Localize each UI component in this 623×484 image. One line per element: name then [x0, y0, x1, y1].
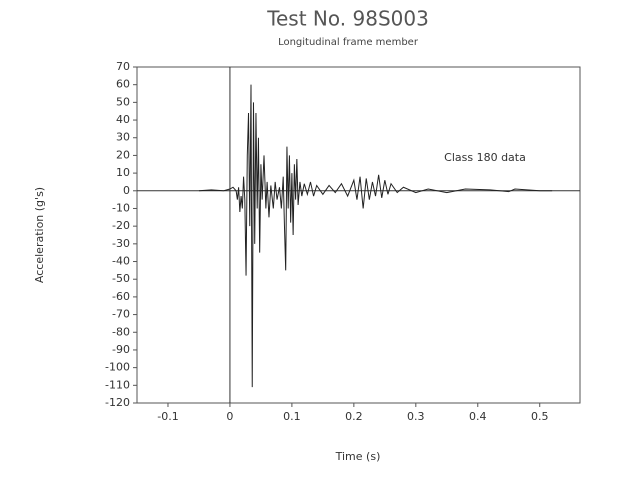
y-tick-label: 0	[123, 184, 130, 197]
y-tick-label: -40	[112, 255, 130, 268]
x-tick-label: 0.3	[407, 410, 425, 423]
x-tick-label: 0.1	[283, 410, 301, 423]
y-tick-label: 20	[116, 148, 130, 161]
y-tick-label: -80	[112, 325, 130, 338]
y-tick-label: 50	[116, 95, 130, 108]
y-tick-label: 30	[116, 131, 130, 144]
y-tick-label: -20	[112, 219, 130, 232]
annotation: Class 180 data	[444, 151, 526, 164]
x-tick-label: 0.5	[531, 410, 549, 423]
x-tick-label: 0.4	[469, 410, 487, 423]
chart-subtitle: Longitudinal frame member	[278, 37, 419, 48]
y-tick-label: 10	[116, 166, 130, 179]
y-tick-label: -30	[112, 237, 130, 250]
x-tick-label: 0.2	[345, 410, 363, 423]
y-tick-label: -70	[112, 308, 130, 321]
signal-line	[198, 84, 553, 388]
x-tick-label: 0	[226, 410, 233, 423]
plot-frame	[136, 66, 581, 404]
y-tick-label: -50	[112, 272, 130, 285]
y-tick-label: 60	[116, 78, 130, 91]
y-tick-label: 70	[116, 60, 130, 73]
y-tick-label: -90	[112, 343, 130, 356]
y-tick-label: -60	[112, 290, 130, 303]
chart-title: Test No. 98S003	[266, 7, 429, 31]
y-tick-label: -110	[105, 378, 130, 391]
x-axis-label: Time (s)	[335, 450, 381, 463]
y-tick-label: -100	[105, 361, 130, 374]
y-axis-label: Acceleration (g's)	[33, 187, 46, 283]
y-tick-label: 40	[116, 113, 130, 126]
x-tick-label: -0.1	[157, 410, 178, 423]
y-tick-label: -10	[112, 201, 130, 214]
y-tick-label: -120	[105, 396, 130, 409]
